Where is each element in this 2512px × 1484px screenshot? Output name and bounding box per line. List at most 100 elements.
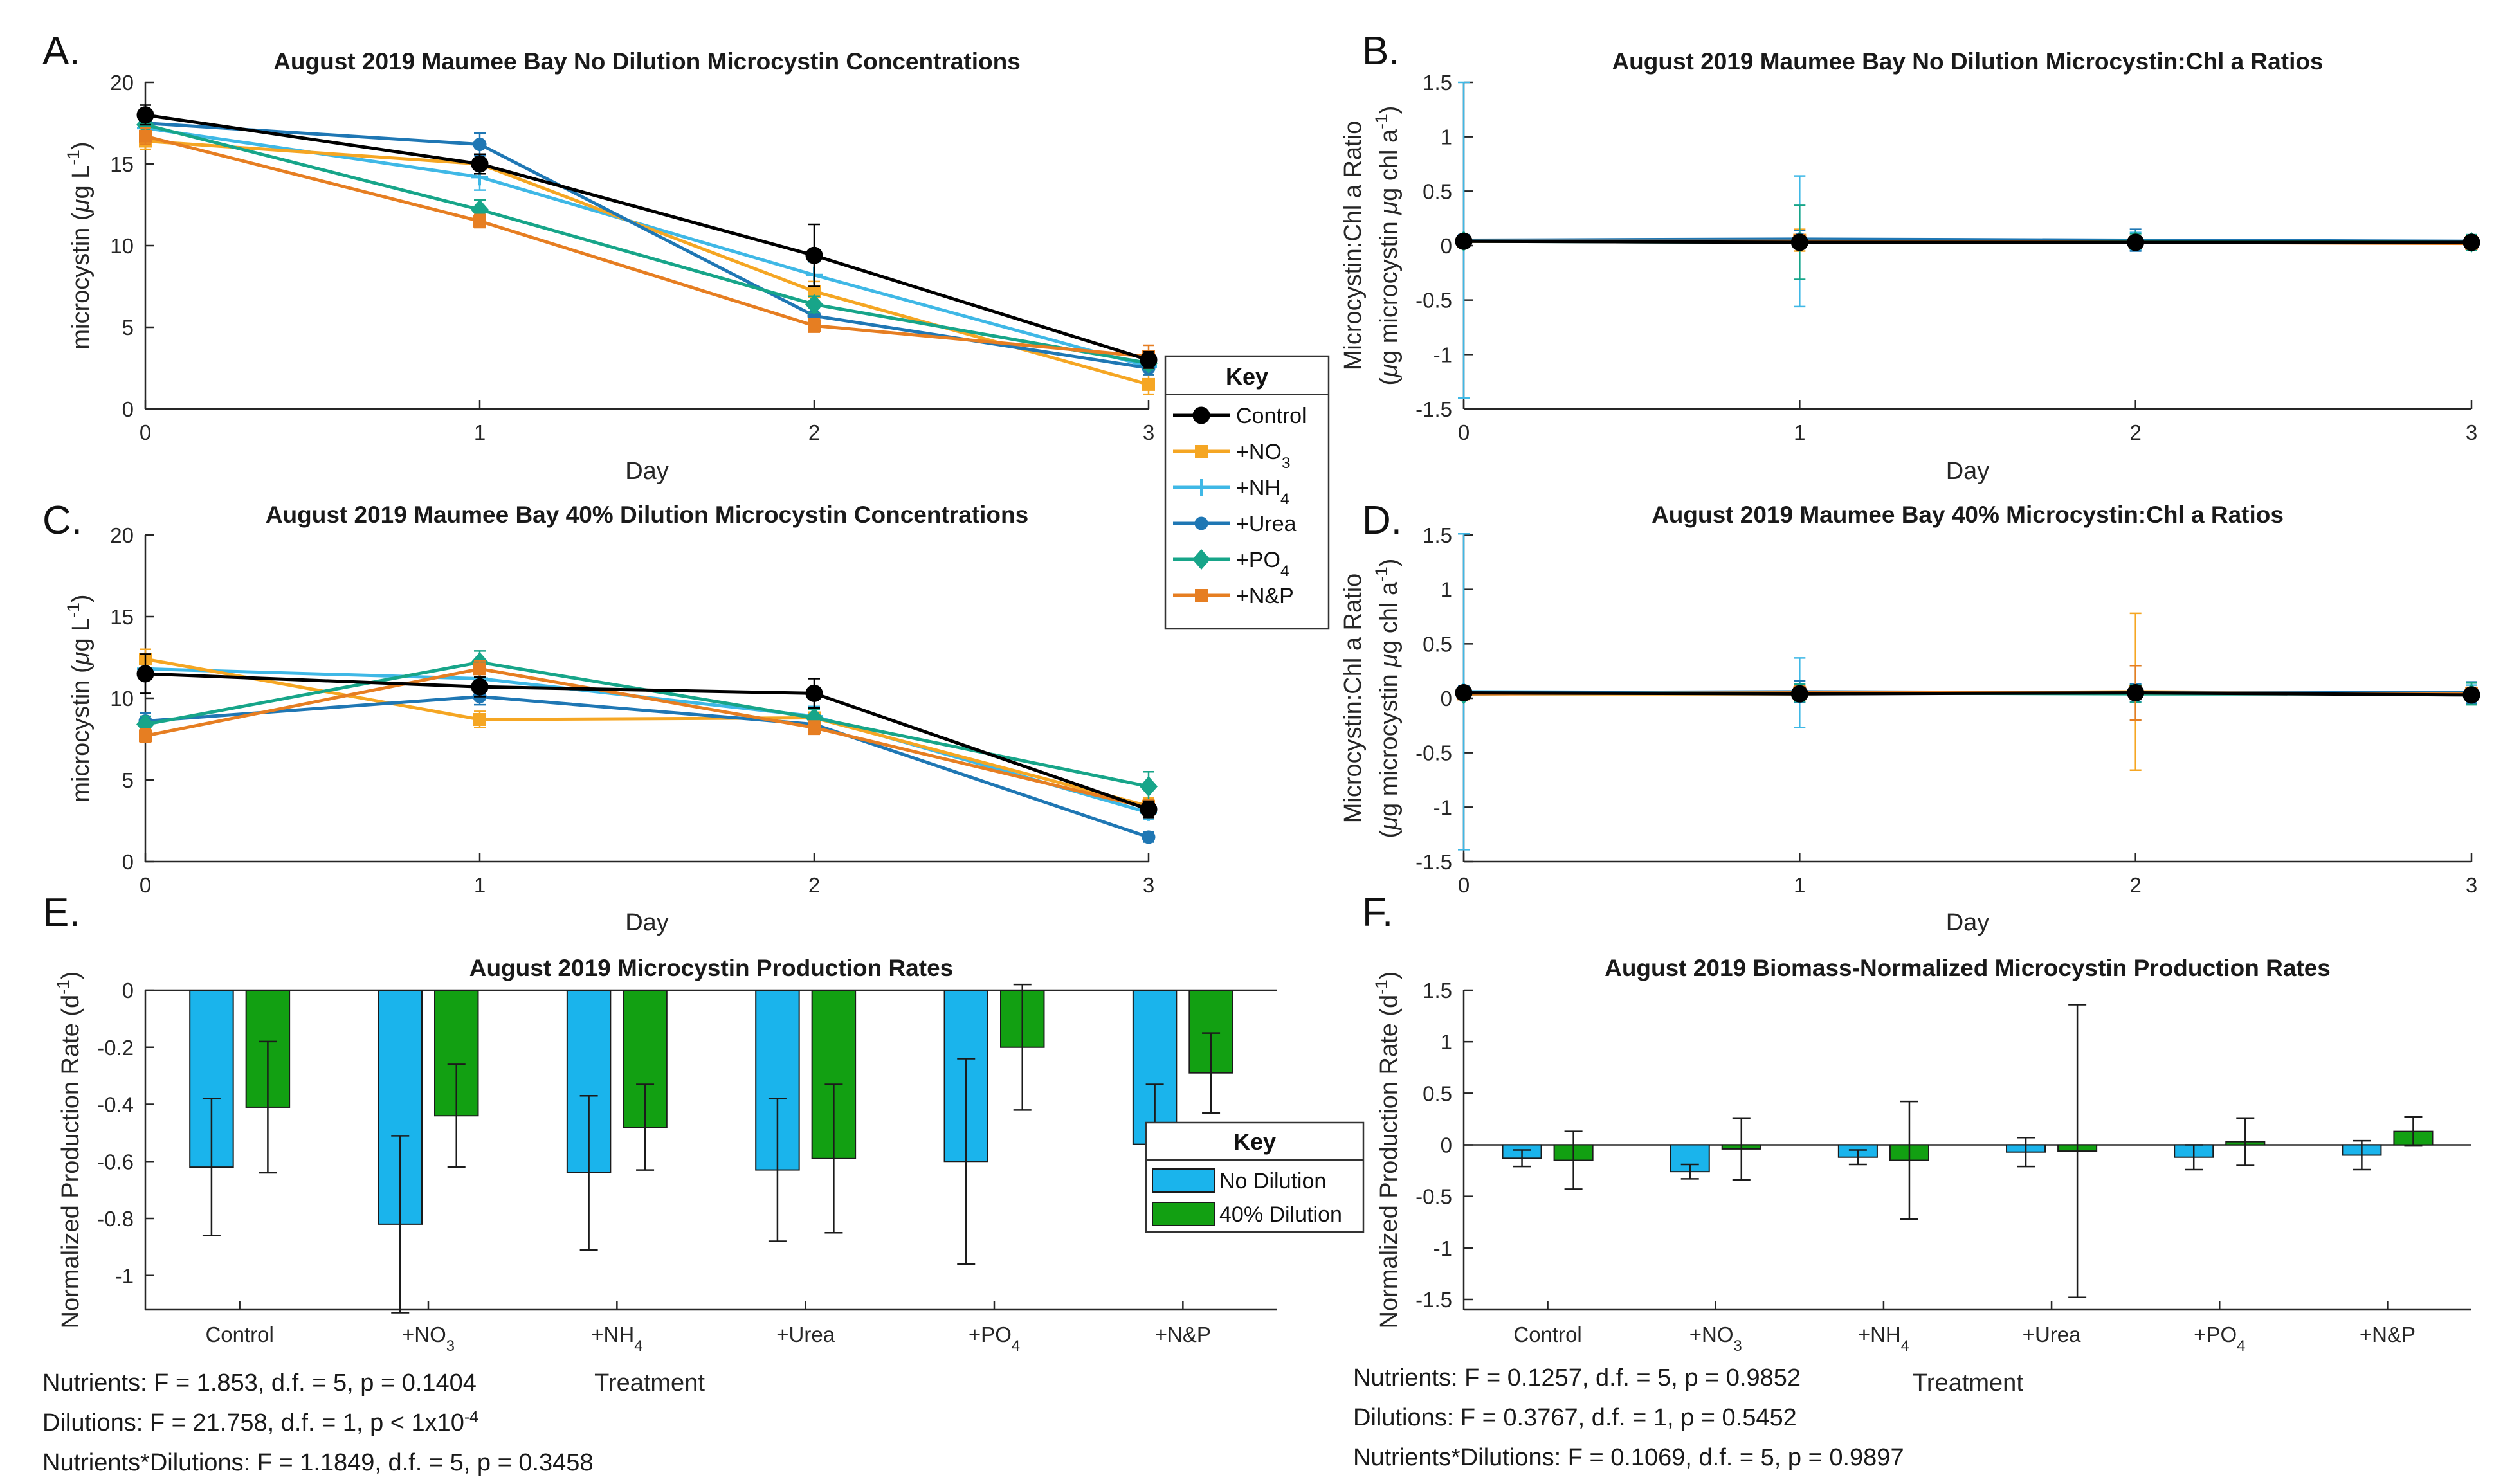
y-tick-label: 10 [110, 234, 134, 258]
legend-entry: +NH4 [1173, 476, 1289, 508]
chart-e: E. August 2019 Microcystin Production Rat… [42, 891, 1277, 1397]
error-bar [1680, 1163, 1699, 1180]
error-bar [957, 1058, 976, 1265]
x-tick-label: 3 [2466, 873, 2477, 897]
error-bar [2236, 1117, 2255, 1166]
x-tick-label: 2 [2129, 873, 2141, 897]
y-tick-label: -0.2 [97, 1036, 134, 1060]
legend-label: Control [1236, 404, 1307, 428]
stats-line: Nutrients*Dilutions: F = 0.1069, d.f. = … [1353, 1444, 1904, 1471]
error-bar [1900, 1100, 1918, 1220]
error-bar [2017, 1137, 2035, 1168]
y-tick-label: -1 [1433, 1236, 1452, 1260]
x-tick-label: +PO4 [2194, 1323, 2245, 1355]
x-tick-label: +N&P [1155, 1323, 1211, 1346]
y-tick-label: -1.5 [1415, 850, 1452, 874]
x-tick-label: 3 [1143, 421, 1154, 444]
y-tick-label: 1.5 [1423, 979, 1452, 1002]
data-point [473, 214, 486, 228]
x-tick-label: Control [1513, 1323, 1581, 1346]
chart-title: August 2019 Maumee Bay 40% Dilution Micr… [266, 502, 1028, 528]
stats-line: Dilutions: F = 21.758, d.f. = 1, p < 1x1… [42, 1409, 478, 1437]
x-tick-label: +NO3 [1689, 1323, 1742, 1355]
data-point [1192, 406, 1210, 424]
legend-entry: Control [1173, 404, 1307, 428]
chart-title: August 2019 Maumee Bay No Dilution Micro… [1612, 48, 2323, 75]
series-line [145, 113, 1149, 362]
series-control [136, 653, 1158, 819]
legend-title: Key [1233, 1128, 1276, 1155]
panel-letter: E. [42, 891, 80, 935]
y-tick-label: 1 [1441, 125, 1452, 149]
series-line [145, 123, 1149, 365]
chart-title: August 2019 Biomass-Normalized Microcyst… [1605, 955, 2331, 981]
y-tick-label: 20 [110, 523, 134, 547]
legend-label: +PO4 [1236, 548, 1289, 580]
data-point [2127, 684, 2145, 702]
y-tick-label: 15 [110, 152, 134, 176]
data-point [1790, 685, 1808, 703]
y-tick-label: -1.5 [1415, 397, 1452, 421]
x-axis-label: Day [1946, 909, 1990, 936]
chart-title: August 2019 Maumee Bay No Dilution Micro… [273, 48, 1021, 75]
x-tick-label: 1 [1794, 873, 1805, 897]
error-bar [1564, 1130, 1583, 1190]
data-point [1195, 589, 1208, 602]
data-point [1195, 445, 1208, 458]
y-tick-label: -0.6 [97, 1150, 134, 1173]
x-tick-label: 2 [808, 873, 820, 897]
data-point [1193, 479, 1210, 496]
data-point [136, 665, 154, 683]
data-point [1142, 830, 1156, 844]
legend-label: +NH4 [1236, 476, 1289, 508]
data-point [805, 684, 823, 702]
data-point [136, 106, 154, 124]
y-tick-label: -0.5 [1415, 1185, 1452, 1209]
data-point [1140, 776, 1158, 797]
y-tick-label: 15 [110, 605, 134, 629]
series-line [1463, 239, 2471, 244]
series-line [145, 134, 1149, 359]
legend-label: +NO3 [1236, 440, 1290, 472]
data-point [2127, 233, 2145, 251]
y-axis-label: Normalized Production Rate (d-1) [1372, 972, 1403, 1329]
series-np [139, 127, 1155, 369]
y-tick-label: 0.5 [1423, 179, 1452, 203]
y-tick-label: -0.4 [97, 1093, 134, 1117]
legend-label: No Dilution [1219, 1169, 1326, 1193]
series-line [145, 139, 1149, 386]
y-tick-label: 5 [122, 316, 134, 339]
x-tick-label: 2 [2129, 421, 2141, 444]
y-tick-label: 1 [1441, 578, 1452, 602]
error-bar [202, 1098, 221, 1236]
error-bar [768, 1098, 787, 1242]
x-tick-label: 3 [2466, 421, 2477, 444]
x-axis-label: Day [1946, 458, 1990, 485]
x-tick-label: 0 [1458, 873, 1470, 897]
x-tick-label: 2 [808, 421, 820, 444]
y-tick-label: 0 [1441, 234, 1452, 258]
error-bar [1848, 1149, 1867, 1166]
x-tick-label: 1 [474, 421, 486, 444]
legend-entry: +Urea [1173, 512, 1297, 536]
series-nh4 [137, 658, 1157, 821]
legend-box [1164, 355, 1330, 630]
panel-letter: C. [42, 498, 82, 543]
legend-label: +N&P [1236, 584, 1294, 608]
y-tick-label: -1.5 [1415, 1288, 1452, 1312]
panel-letter: D. [1362, 498, 1402, 543]
data-point [1194, 516, 1208, 530]
y-tick-label: 1.5 [1423, 71, 1452, 95]
data-point [473, 713, 486, 727]
y-tick-label: 0.5 [1423, 1081, 1452, 1105]
y-tick-label: -0.5 [1415, 289, 1452, 312]
error-bar [1202, 1032, 1221, 1114]
data-point [1142, 377, 1155, 391]
data-point [1790, 233, 1808, 251]
x-axis-label: Day [625, 909, 669, 936]
legend-entry: +PO4 [1173, 548, 1289, 580]
data-point [471, 155, 489, 173]
error-bar [447, 1063, 466, 1168]
y-tick-label: 20 [110, 71, 134, 95]
